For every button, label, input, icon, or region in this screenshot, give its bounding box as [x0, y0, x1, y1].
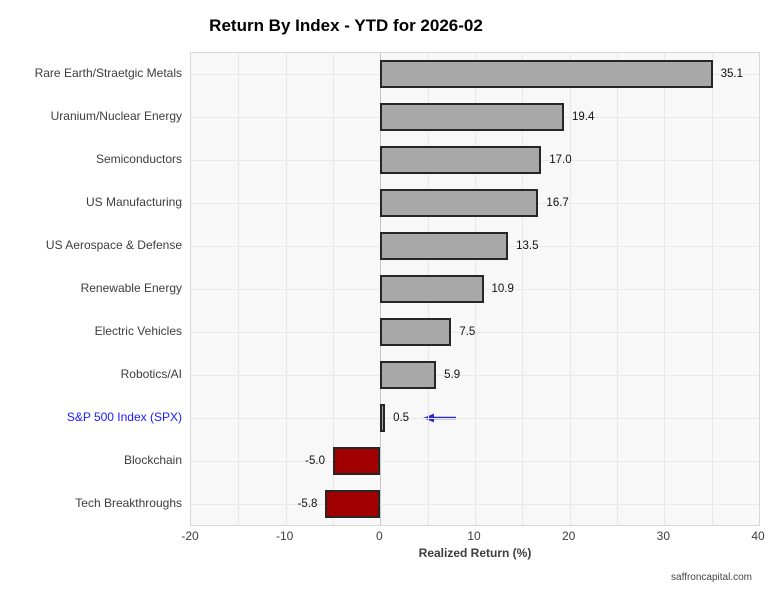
watermark: saffroncapital.com [671, 572, 752, 583]
category-label-us-manufacturing: US Manufacturing [85, 195, 182, 210]
chart-title: Return By Index - YTD for 2026-02 [209, 16, 483, 35]
bar-value-label: 10.9 [491, 283, 514, 295]
bar-blockchain [333, 446, 381, 475]
x-tick-label: 40 [751, 529, 765, 543]
plot-area: 35.1 19.4 17.0 16.7 13.5 10.9 7.5 5.9 0.5 -5.0 -5.… [190, 52, 760, 526]
x-tick-label: 10 [467, 529, 481, 543]
category-label-uranium-nuclear-energy: Uranium/Nuclear Energy [50, 109, 182, 124]
horizontal-gridline [191, 331, 759, 333]
horizontal-gridline [191, 503, 759, 505]
bar-value-label: 0.5 [393, 411, 410, 424]
bar-rare-earth-straetgic-metals [380, 60, 713, 89]
bar-renewable-energy [380, 275, 484, 303]
x-tick-label: -20 [181, 529, 199, 543]
bar-value-label: 16.7 [546, 197, 569, 210]
x-tick-label: 0 [375, 529, 383, 543]
bar-us-aerospace-defense [380, 232, 509, 261]
category-label-renewable-energy: Renewable Energy [80, 281, 182, 295]
bar-semiconductors [380, 146, 542, 175]
horizontal-gridline [191, 417, 759, 419]
bar-value-label: -5.0 [305, 454, 325, 467]
category-label-us-aerospace-defense: US Aerospace & Defense [45, 238, 182, 253]
category-label-rare-earth-straetgic-metals: Rare Earth/Straetgic Metals [34, 66, 182, 81]
bar-us-manufacturing [380, 189, 539, 218]
bar-tech-breakthroughs [325, 489, 381, 518]
category-label-tech-breakthroughs: Tech Breakthroughs [75, 495, 182, 510]
category-label-electric-vehicles: Electric Vehicles [94, 323, 182, 338]
bar-uranium-nuclear-energy [380, 103, 564, 132]
bar-value-label: 5.9 [444, 368, 461, 381]
x-tick-label: -10 [275, 529, 294, 543]
x-tick-label: 20 [561, 529, 576, 543]
category-label-blockchain: Blockchain [123, 452, 182, 467]
bar-robotics-ai [380, 360, 437, 389]
bar-value-label: 19.4 [571, 111, 595, 124]
category-label-robotics-ai: Robotics/AI [120, 366, 182, 381]
bar-electric-vehicles [380, 317, 452, 346]
bar-value-label: 7.5 [459, 325, 476, 338]
bar-value-label: 35.1 [720, 68, 743, 81]
category-label-semiconductors: Semiconductors [95, 152, 182, 167]
x-tick-label: 30 [656, 529, 671, 543]
bar-s-p-500-index-spx- [380, 403, 386, 432]
category-label-s-p-500-index-spx-: S&P 500 Index (SPX) [66, 409, 182, 424]
x-axis-title: Realized Return (%) [418, 546, 532, 560]
bar-value-label: 13.5 [516, 240, 539, 253]
horizontal-gridline [191, 460, 759, 462]
bar-value-label: -5.8 [297, 497, 318, 510]
bar-value-label: 17.0 [549, 154, 572, 167]
horizontal-gridline [191, 374, 759, 376]
